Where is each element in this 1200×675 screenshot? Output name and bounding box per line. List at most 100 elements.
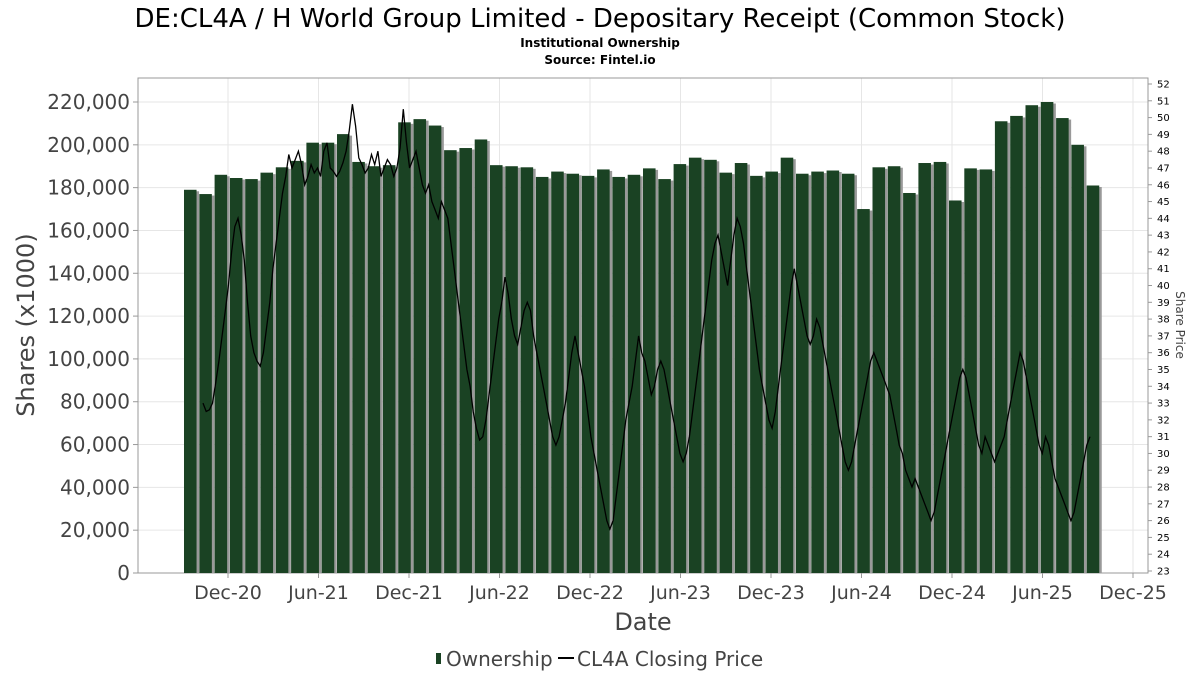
ownership-bar [1025, 105, 1039, 573]
ownership-bar [535, 176, 549, 573]
y2-tick-label: 37 [1157, 331, 1170, 342]
y-tick-label: 100,000 [47, 347, 130, 371]
chart-subtitle-ownership: Institutional Ownership [520, 36, 680, 50]
y-tick-label: 180,000 [47, 176, 130, 200]
y2-tick-label: 28 [1157, 483, 1170, 494]
y2-tick-label: 48 [1157, 147, 1170, 158]
ownership-bar [199, 194, 212, 574]
y2-tick-label: 44 [1157, 214, 1170, 225]
y2-tick-label: 33 [1157, 399, 1170, 410]
y2-tick-label: 51 [1157, 96, 1170, 107]
price-line-layer [202, 104, 1091, 531]
x-axis-ticks: Dec-20 Jun-21 Dec-21 Jun-22 Dec-22 Jun-23 Dec-… [194, 573, 1167, 604]
x-tick-label: Dec-23 [737, 582, 805, 604]
ownership-bar [949, 200, 962, 573]
ownership-bar [1071, 144, 1084, 573]
y-tick-label: 80,000 [60, 390, 130, 414]
ownership-bar [291, 160, 304, 573]
y-tick-label: 40,000 [60, 475, 130, 499]
ownership-bar [903, 192, 916, 573]
legend-ownership-swatch [436, 653, 441, 664]
ownership-bar [551, 171, 564, 574]
y2-axis-ticks: 23 24 25 26 27 28 29 30 31 32 33 34 35 36 37 38 39 40 41 42… [1148, 80, 1170, 578]
ownership-bar [275, 167, 289, 573]
ownership-bar [964, 168, 977, 574]
y2-tick-label: 30 [1157, 449, 1170, 460]
ownership-bar [260, 172, 274, 573]
y-tick-label: 200,000 [47, 133, 130, 157]
ownership-bar [321, 142, 335, 573]
x-tick-label: Dec-22 [556, 582, 624, 604]
y-tick-label: 160,000 [47, 218, 130, 242]
ownership-bar [872, 167, 886, 573]
y2-tick-label: 49 [1157, 130, 1170, 141]
ownership-bar [398, 122, 411, 574]
ownership-bar [490, 165, 503, 574]
ownership-bar [673, 164, 687, 573]
y-tick-label: 120,000 [47, 304, 130, 328]
x-tick-label: Dec-24 [918, 582, 986, 604]
y-tick-label: 0 [117, 561, 130, 585]
x-tick-label: Jun-21 [287, 582, 349, 604]
x-tick-label: Dec-21 [375, 582, 443, 604]
y2-tick-label: 27 [1157, 499, 1170, 510]
y2-tick-label: 34 [1157, 382, 1170, 393]
y2-tick-label: 23 [1157, 567, 1170, 578]
y2-tick-label: 40 [1157, 281, 1170, 292]
ownership-bar [581, 175, 595, 573]
ownership-bar [352, 161, 365, 574]
ownership-bar [245, 179, 258, 573]
y-tick-label: 140,000 [47, 261, 130, 285]
ownership-bar [994, 121, 1008, 573]
ownership-bar [826, 170, 840, 573]
ownership-bar [643, 168, 656, 574]
ownership-bar [933, 161, 947, 574]
ownership-bar [734, 163, 748, 573]
ownership-bar [857, 209, 870, 573]
x-tick-label: Jun-25 [1011, 582, 1073, 604]
ownership-bar [229, 178, 243, 574]
chart-subtitle-source: Source: Fintel.io [544, 53, 655, 67]
ownership-bar [214, 174, 228, 574]
y-tick-label: 20,000 [60, 518, 130, 542]
y2-tick-label: 46 [1157, 180, 1170, 191]
x-tick-label: Dec-20 [194, 582, 262, 604]
ownership-bar [918, 163, 931, 573]
ownership-bar [306, 142, 319, 573]
y2-tick-label: 42 [1157, 247, 1170, 258]
y2-tick-label: 25 [1157, 533, 1170, 544]
ownership-bar [887, 166, 901, 573]
ownership-bar [979, 169, 993, 573]
legend-ownership-label: Ownership [446, 647, 553, 671]
ownership-bar [444, 150, 457, 573]
x-tick-label: Jun-23 [649, 582, 711, 604]
y2-tick-label: 52 [1157, 80, 1170, 91]
ownership-bar [566, 173, 580, 573]
legend: Ownership CL4A Closing Price [436, 647, 763, 671]
y2-tick-label: 29 [1157, 466, 1170, 477]
ownership-bar [1086, 185, 1100, 573]
y2-tick-label: 50 [1157, 113, 1170, 124]
x-tick-label: Jun-22 [468, 582, 530, 604]
y2-tick-label: 31 [1157, 432, 1170, 443]
y2-tick-label: 36 [1157, 348, 1170, 359]
ownership-bar [688, 157, 702, 573]
ownership-bar [796, 173, 809, 573]
price-line [202, 104, 1091, 531]
ownership-bar [184, 189, 197, 573]
ownership-bar [382, 165, 396, 574]
x-axis-label: Date [614, 608, 671, 636]
legend-price-label: CL4A Closing Price [577, 647, 763, 671]
y2-tick-label: 35 [1157, 365, 1170, 376]
y2-tick-label: 26 [1157, 516, 1170, 527]
ownership-bar [1056, 118, 1069, 573]
y2-tick-label: 45 [1157, 197, 1170, 208]
ownership-bar [780, 157, 794, 573]
y2-tick-label: 38 [1157, 315, 1170, 326]
chart-title: DE:CL4A / H World Group Limited - Deposi… [135, 4, 1066, 34]
y-axis-ticks: 0 20,000 40,000 60,000 80,000 100,000 120,000 1… [47, 90, 138, 585]
ownership-bar [765, 171, 778, 574]
ownership-bar [428, 125, 442, 574]
y2-tick-label: 32 [1157, 415, 1170, 426]
ownership-bar [750, 175, 763, 573]
